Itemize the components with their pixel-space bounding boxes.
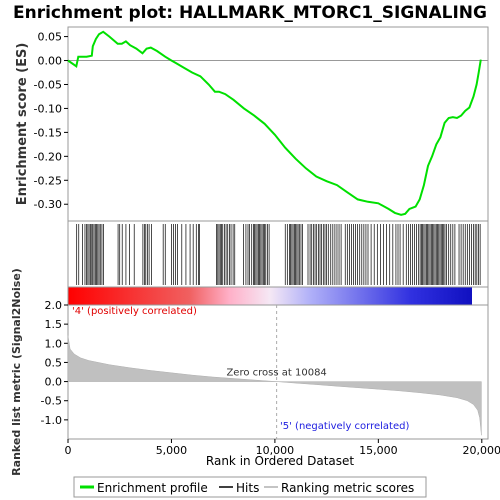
es-y-tick-label: -0.10 <box>34 102 62 115</box>
metric-y-axis-label: Ranked list metric (Signal2Noise) <box>10 268 23 476</box>
zero-cross-label: Zero cross at 10084 <box>226 368 326 379</box>
es-y-ticks: 0.05 0.00 -0.05 -0.10 -0.15 -0.20 -0.25 -0.30 <box>34 31 68 211</box>
positive-correlated-label: '4' (positively correlated) <box>72 306 197 317</box>
hits-panel <box>67 220 489 288</box>
ranking-metric-area <box>67 335 482 436</box>
hit-markers <box>76 224 481 285</box>
x-tick-label: 20,000 <box>463 444 500 457</box>
legend-box <box>73 476 427 498</box>
metric-y-ticks: 2.0 1.5 1.0 0.5 0.0 -0.5 -1.0 <box>41 299 68 427</box>
metric-y-tick-label: -1.0 <box>41 414 62 427</box>
es-y-tick-label: -0.20 <box>34 150 62 163</box>
es-gridlines <box>68 60 488 62</box>
es-y-tick-label: -0.05 <box>34 78 62 91</box>
metric-y-tick-label: 0.0 <box>45 376 63 389</box>
es-y-axis-label: Enrichment score (ES) <box>15 43 30 206</box>
es-panel <box>67 26 489 222</box>
legend-enrichment-label: Enrichment profile <box>97 481 208 495</box>
metric-y-tick-label: 0.5 <box>45 356 63 369</box>
x-axis-label: Rank in Ordered Dataset <box>206 454 354 468</box>
enrichment-profile-line <box>67 30 482 216</box>
x-tick-label: 10,000 <box>256 444 295 457</box>
x-axis-ticks: 0 5,000 10,000 15,000 20,000 <box>65 439 500 457</box>
legend-metric-label: Ranking metric scores <box>281 481 414 495</box>
metric-y-tick-label: 2.0 <box>45 299 63 312</box>
negative-correlated-label: '5' (negatively correlated) <box>280 421 409 432</box>
es-y-tick-label: -0.30 <box>34 198 62 211</box>
chart-title: Enrichment plot: HALLMARK_MTORC1_SIGNALI… <box>13 3 487 23</box>
metric-y-tick-label: -0.5 <box>41 395 62 408</box>
metric-y-tick-label: 1.0 <box>45 337 63 350</box>
x-tick-label: 0 <box>65 444 72 457</box>
es-y-tick-label: -0.15 <box>34 126 62 139</box>
x-tick-label: 5,000 <box>156 444 188 457</box>
es-y-tick-label: 0.05 <box>38 31 63 44</box>
metric-y-tick-label: 1.5 <box>45 318 63 331</box>
rank-color-bar <box>68 287 472 305</box>
es-y-tick-label: -0.25 <box>34 174 62 187</box>
legend-hits-label: Hits <box>236 481 259 495</box>
x-tick-label: 15,000 <box>359 444 398 457</box>
es-y-tick-label: 0.00 <box>38 55 63 68</box>
